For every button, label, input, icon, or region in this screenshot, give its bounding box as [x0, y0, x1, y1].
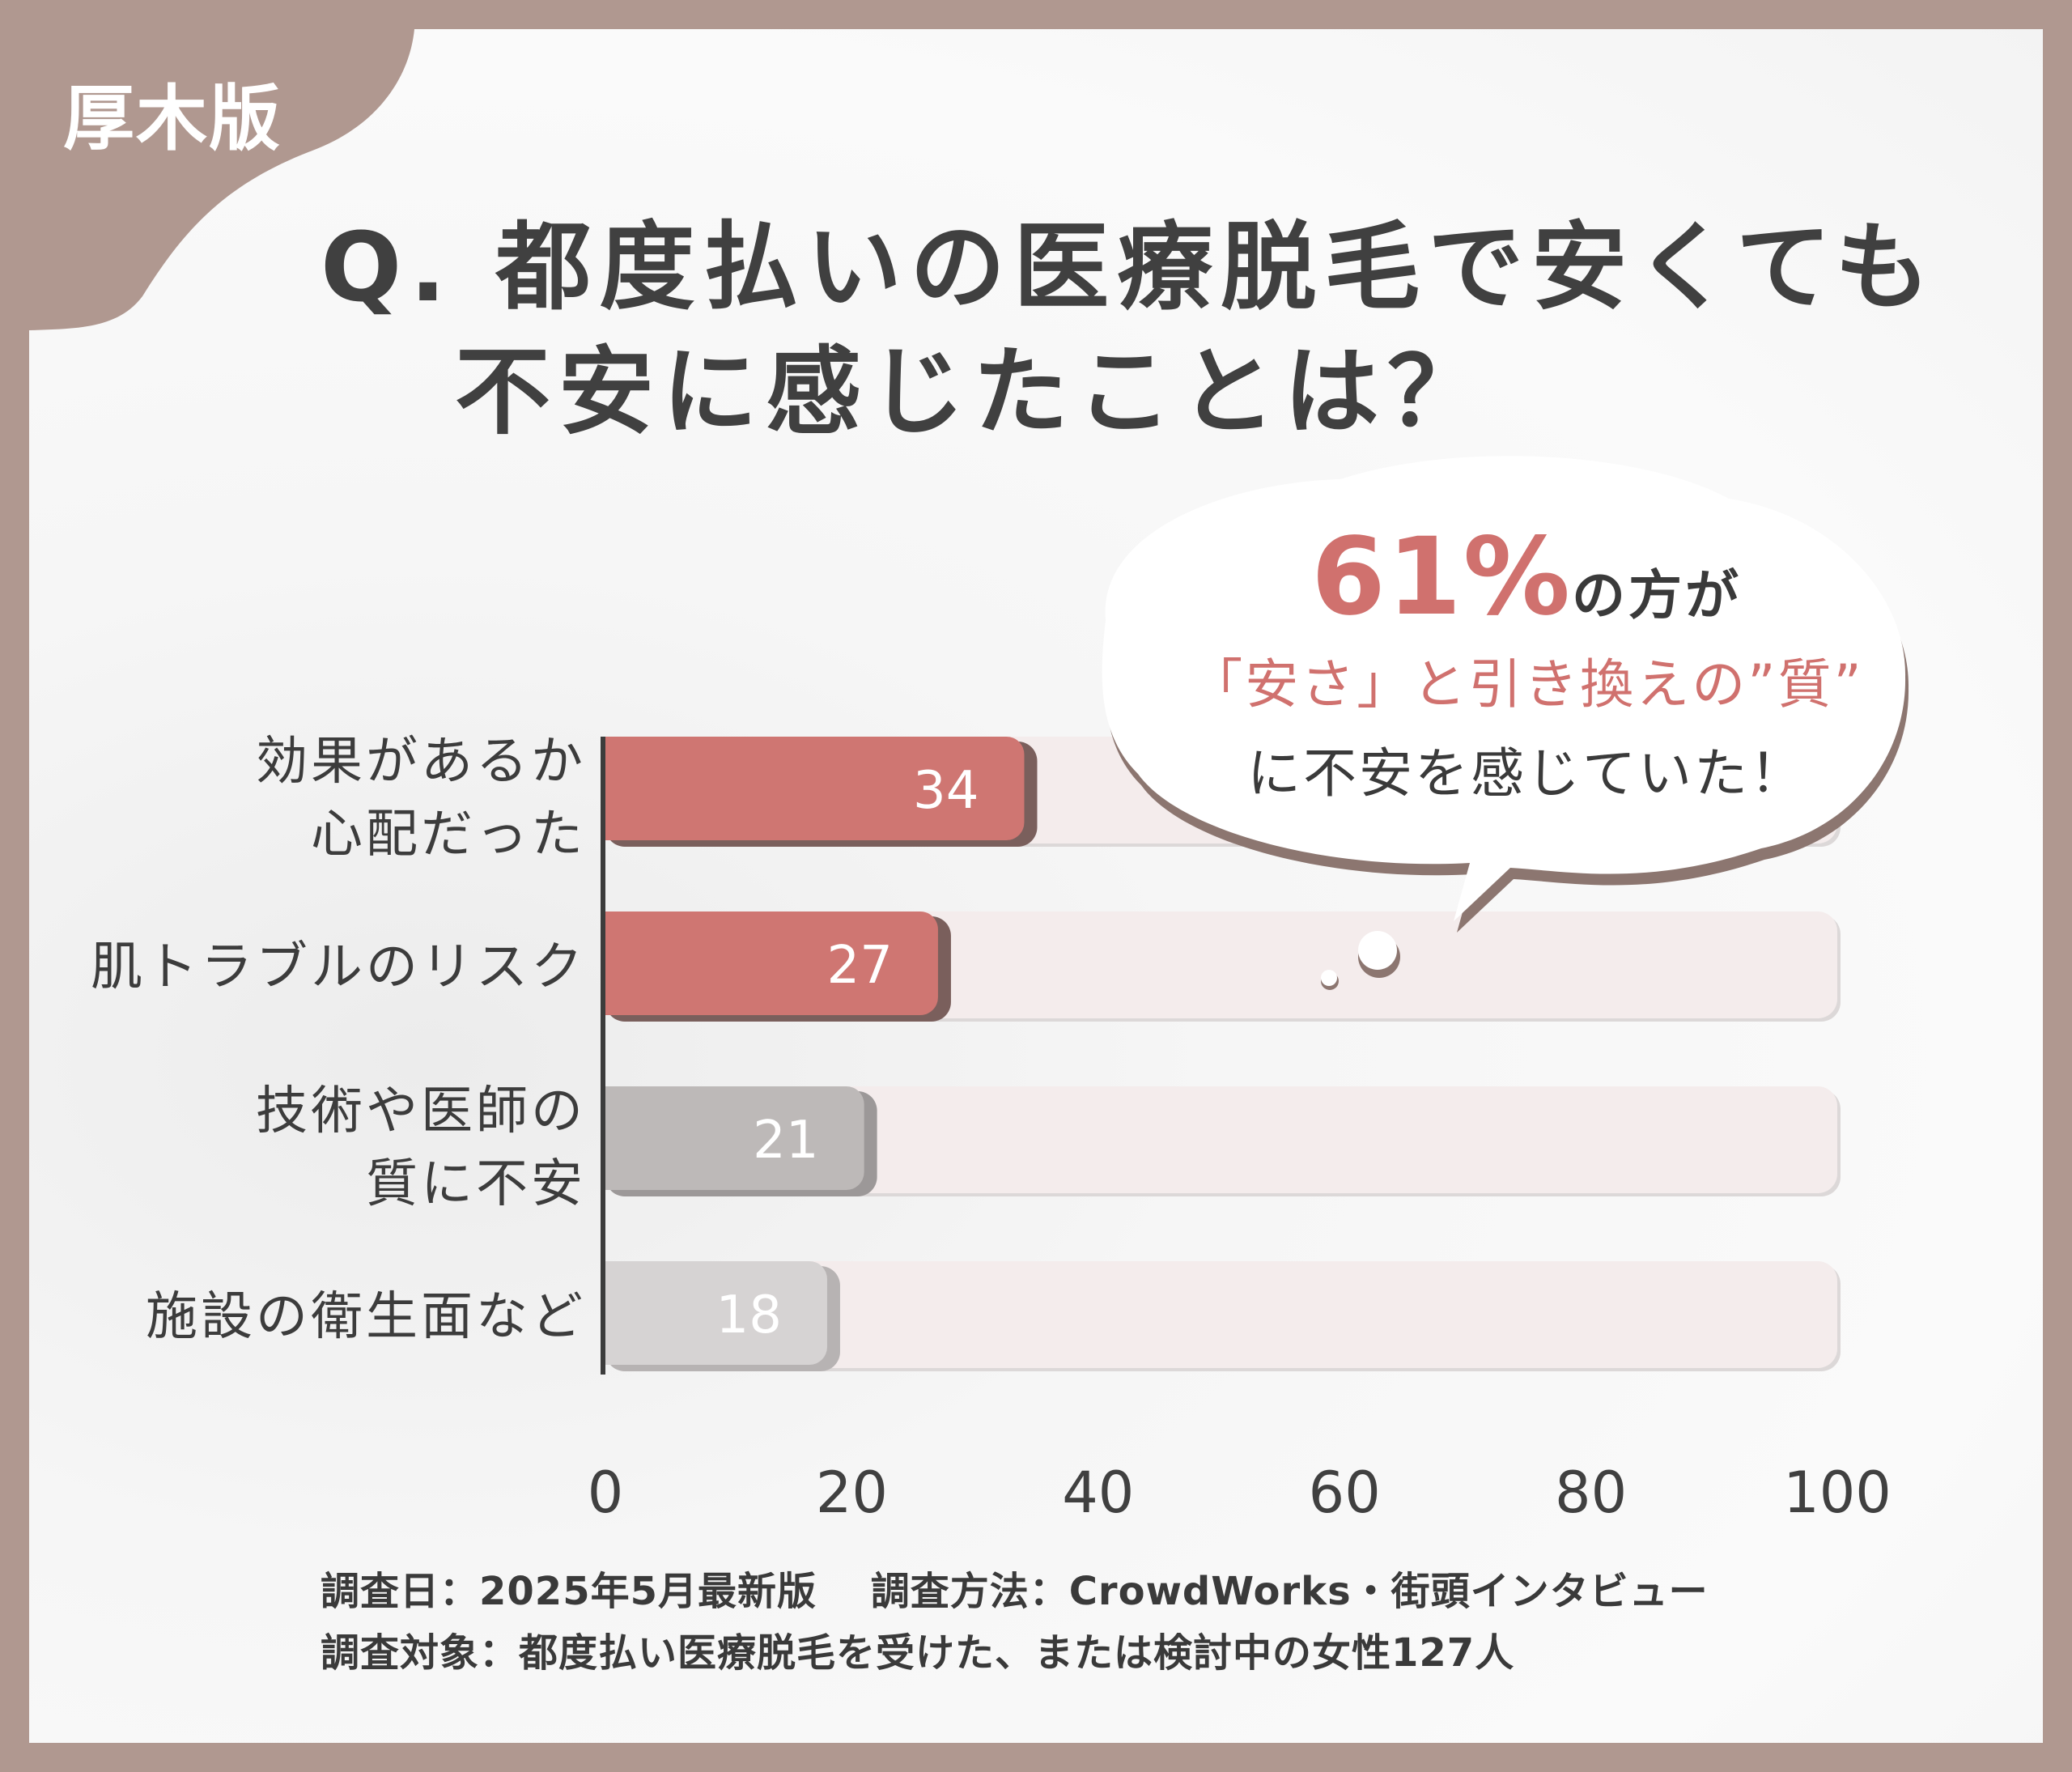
bar-left-edge [605, 1086, 630, 1190]
survey-footnote-1: 調査日：2025年5月最新版 調査方法：CrowdWorks・街頭インタビュー [321, 1569, 1709, 1614]
category-label: 効果があるか [256, 732, 586, 792]
x-tick-label: 20 [816, 1460, 888, 1526]
bar [605, 911, 938, 1015]
x-tick-label: 100 [1783, 1460, 1892, 1526]
bar-value-label: 21 [753, 1111, 818, 1171]
bar-value-label: 18 [716, 1285, 782, 1345]
y-axis-line [601, 737, 605, 1375]
category-label: 施設の衛生面など [146, 1287, 586, 1347]
speech-bubble [1102, 456, 1909, 990]
category-label: 心配だった [311, 805, 586, 865]
x-tick-label: 0 [588, 1460, 624, 1526]
x-tick-label: 40 [1062, 1460, 1134, 1526]
corner-tab [29, 29, 414, 330]
bar-left-edge [605, 1261, 630, 1365]
survey-footnote-2: 調査対象：都度払い医療脱毛を受けた、または検討中の女性127人 [321, 1630, 1515, 1676]
category-label: 技術や医師の [256, 1081, 586, 1141]
bar [605, 1086, 864, 1190]
bar-chart: 34 27 21 18 効果があるか心配だった肌トラブルのリスク技術や医師の質に不安施… [91, 456, 1909, 1526]
callout-text: 61%の方が 「安さ」と引き換えの”質” に不安を感じていた！ [1081, 515, 1972, 808]
question-title-line-2: 不安に感じたことは？ [455, 336, 1492, 448]
x-tick-label: 60 [1309, 1460, 1381, 1526]
bar-track [605, 1086, 1837, 1193]
callout-line-2: 「安さ」と引き換えの”質” [1189, 653, 1864, 716]
category-label: 質に不安 [366, 1154, 586, 1214]
bar-value-label: 27 [827, 936, 893, 996]
bar-left-edge [605, 737, 630, 840]
bar [605, 1261, 827, 1365]
infographic-card: 厚木版 Q. 都度払いの医療脱毛で安くても 不安に感じたことは？ 34 27 21 1… [29, 29, 2043, 1743]
bar-value-label: 34 [913, 761, 979, 821]
callout-percentage: 61% [1311, 515, 1572, 640]
x-tick-label: 80 [1555, 1460, 1627, 1526]
bar [605, 737, 1025, 840]
category-label: 肌トラブルのリスク [91, 937, 586, 997]
bar-left-edge [605, 911, 630, 1015]
callout-line-3: に不安を感じていた！ [1247, 742, 1806, 805]
region-label: 厚木版 [63, 77, 282, 160]
callout-line-1-rest: の方が [1571, 564, 1742, 627]
bar-track [605, 1261, 1837, 1368]
question-title-line-1: Q. 都度払いの医療脱毛で安くても [321, 211, 1938, 323]
callout-line-1: 61%の方が [1081, 515, 1972, 640]
